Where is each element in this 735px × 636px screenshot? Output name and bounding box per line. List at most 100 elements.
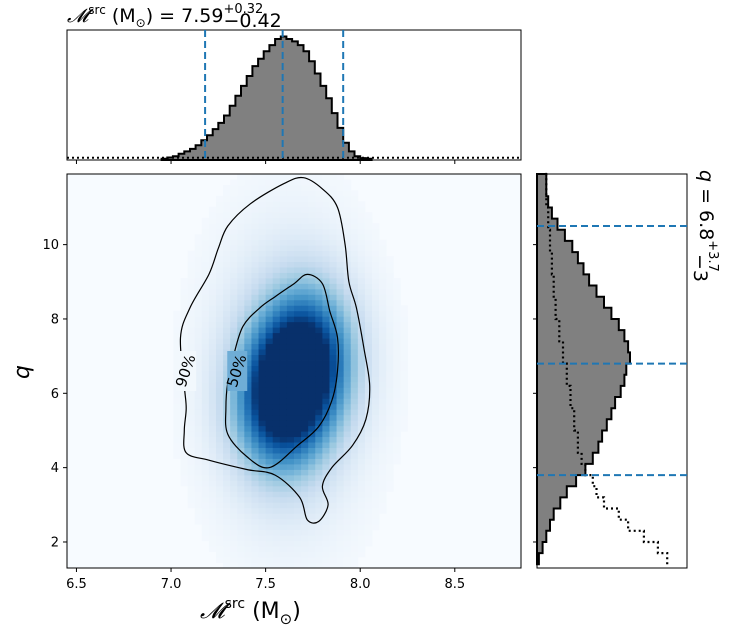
heatmap-cell (322, 332, 330, 339)
heatmap-cell (194, 250, 203, 257)
heatmap-cell (350, 414, 359, 421)
heatmap-cell (372, 398, 380, 405)
heatmap-cell (329, 425, 337, 432)
heatmap-cell (308, 256, 316, 262)
heatmap-cell (201, 447, 210, 454)
heatmap-cell (279, 217, 288, 224)
heatmap-cell (336, 365, 345, 372)
heatmap-cell (294, 179, 302, 186)
heatmap-cell (364, 321, 373, 328)
heatmap-cell (251, 436, 259, 443)
heatmap-cell (208, 507, 217, 514)
heatmap-cell (258, 524, 267, 531)
heatmap-cell (400, 338, 408, 345)
heatmap-cell (315, 223, 323, 230)
heatmap-cell (343, 518, 352, 525)
heatmap-cell (194, 464, 203, 470)
heatmap-cell (258, 354, 267, 361)
heatmap-cell (244, 540, 252, 547)
heatmap-cell (187, 261, 196, 268)
heatmap-cell (251, 496, 259, 503)
heatmap-cell (336, 321, 345, 328)
heatmap-cell (265, 321, 274, 328)
heatmap-cell (279, 239, 288, 246)
heatmap-cell (400, 398, 408, 405)
heatmap-cell (265, 371, 274, 377)
heatmap-cell (329, 174, 337, 180)
heatmap-cell (308, 332, 316, 339)
heatmap-cell (187, 414, 196, 421)
heatmap-cell (364, 349, 373, 355)
heatmap-cell (194, 327, 203, 334)
heatmap-cell (379, 447, 387, 454)
heatmap-cell (308, 442, 316, 449)
heatmap-cell (223, 349, 231, 355)
heatmap-cell (393, 299, 401, 306)
heatmap-cell (301, 294, 309, 301)
heatmap-cell (364, 420, 373, 427)
heatmap-cell (357, 485, 366, 492)
heatmap-cell (308, 217, 316, 224)
heatmap-cell (286, 267, 295, 273)
heatmap-cell (237, 491, 245, 498)
heatmap-cell (301, 184, 309, 191)
heatmap-cell (187, 343, 196, 350)
heatmap-cell (201, 316, 210, 323)
heatmap-cell (272, 551, 281, 558)
heatmap-cell (364, 507, 373, 514)
heatmap-cell (315, 305, 323, 312)
heatmap-cell (364, 272, 373, 279)
heatmap-cell (336, 371, 345, 377)
heatmap-cell (187, 305, 196, 312)
heatmap-cell (265, 518, 274, 525)
heatmap-cell (258, 442, 267, 449)
heatmap-cell (350, 212, 359, 219)
heatmap-cell (215, 507, 224, 514)
heatmap-cell (350, 513, 359, 520)
heatmap-cell (215, 403, 224, 410)
heatmap-cell (215, 524, 224, 531)
heatmap-cell (315, 557, 323, 563)
heatmap-cell (194, 513, 203, 520)
heatmap-cell (194, 485, 203, 492)
heatmap-cell (322, 562, 330, 568)
heatmap-cell (230, 195, 238, 202)
heatmap-cell (230, 436, 238, 443)
heatmap-cell (215, 256, 224, 262)
heatmap-cell (223, 436, 231, 443)
heatmap-cell (336, 305, 345, 312)
heatmap-cell (244, 190, 252, 197)
heatmap-cell (343, 535, 352, 542)
heatmap-cell (350, 518, 359, 525)
heatmap-cell (244, 206, 252, 213)
heatmap-cell (230, 338, 238, 345)
heatmap-cell (350, 288, 359, 295)
heatmap-cell (244, 267, 252, 273)
heatmap-cell (322, 349, 330, 355)
heatmap-cell (350, 480, 359, 487)
heatmap-cell (336, 277, 345, 284)
heatmap-cell (364, 436, 373, 443)
heatmap-cell (329, 535, 337, 542)
heatmap-cell (237, 551, 245, 558)
heatmap-cell (364, 387, 373, 394)
heatmap-cell (357, 305, 366, 312)
heatmap-cell (223, 294, 231, 301)
heatmap-cell (350, 223, 359, 230)
heatmap-cell (258, 420, 267, 427)
heatmap-cell (315, 502, 323, 509)
heatmap-cell (279, 332, 288, 339)
heatmap-cell (286, 288, 295, 295)
heatmap-cell (393, 349, 401, 355)
heatmap-cell (272, 453, 281, 459)
heatmap-cell (215, 557, 224, 563)
heatmap-cell (301, 469, 309, 476)
heatmap-cell (294, 392, 302, 399)
heatmap-cell (223, 551, 231, 558)
heatmap-cell (322, 184, 330, 191)
heatmap-cell (393, 371, 401, 377)
heatmap-cell (286, 201, 295, 208)
heatmap-cell (343, 354, 352, 361)
heatmap-cell (173, 425, 181, 432)
heatmap-cell (336, 338, 345, 345)
